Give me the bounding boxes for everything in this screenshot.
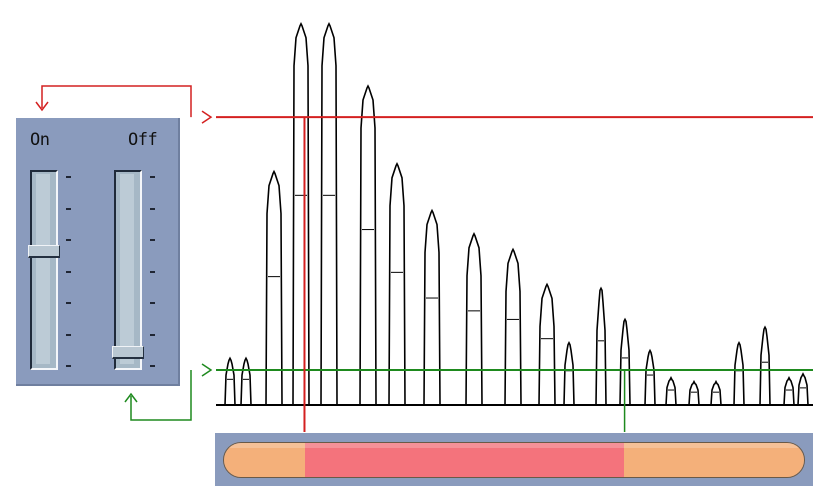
- signal-peak: [265, 169, 283, 406]
- range-bar: [215, 433, 813, 486]
- signal-peak: [423, 208, 441, 406]
- on-scale-tick: [66, 207, 71, 210]
- off-scale-tick: [150, 302, 155, 304]
- signal-peak: [665, 375, 677, 406]
- off-label: Off: [128, 130, 158, 150]
- range-highlight: [224, 443, 804, 448]
- signal-peak: [733, 340, 745, 406]
- signal-peak: [504, 247, 522, 406]
- on-label: On: [30, 130, 50, 150]
- on-connector-icon: [41, 85, 192, 118]
- signal-peak: [240, 356, 252, 406]
- range-after: [624, 443, 804, 477]
- on-scale-tick: [66, 302, 71, 304]
- signal-peak: [797, 372, 809, 406]
- off-connector-arrow: [124, 392, 138, 403]
- signal-peak: [595, 286, 607, 406]
- signal-peak: [538, 282, 556, 406]
- signal-peak: [710, 379, 722, 406]
- signal-peak: [759, 325, 771, 406]
- off-scale-tick: [150, 176, 155, 178]
- signal-peak: [388, 162, 406, 406]
- range-before: [224, 443, 306, 477]
- signal-peak: [224, 356, 236, 406]
- on-scale-tick: [66, 365, 71, 367]
- signal-peak: [644, 348, 656, 406]
- off-connector-icon: [130, 369, 192, 421]
- off-scale-tick: [150, 270, 155, 273]
- off-scale-tick: [150, 365, 155, 367]
- off-slider-thumb[interactable]: [112, 345, 144, 359]
- signal-peak: [688, 379, 700, 406]
- off-arrowhead: [201, 363, 213, 377]
- signal-peak: [465, 232, 483, 406]
- threshold-panel: On Off: [16, 118, 180, 386]
- off-slider-track[interactable]: [114, 170, 142, 370]
- on-slider-track[interactable]: [30, 170, 58, 370]
- on-scale-tick: [66, 270, 71, 273]
- off-scale-tick: [150, 333, 155, 336]
- on-scale-tick: [66, 333, 71, 336]
- on-connector-arrow: [35, 101, 49, 112]
- signal-peak: [292, 21, 310, 406]
- signal-peak: [563, 340, 575, 406]
- off-scale-tick: [150, 239, 155, 241]
- on-arrowhead: [201, 110, 213, 124]
- off-scale-tick: [150, 207, 155, 210]
- on-scale-tick: [66, 176, 71, 178]
- signal-peak: [619, 317, 631, 406]
- signal-peak: [783, 375, 795, 406]
- range-pill: [223, 442, 805, 478]
- signal-peak: [320, 21, 338, 406]
- signal-peak: [359, 84, 377, 406]
- range-selected: [305, 443, 625, 477]
- on-scale-tick: [66, 239, 71, 241]
- on-slider-thumb[interactable]: [28, 245, 60, 259]
